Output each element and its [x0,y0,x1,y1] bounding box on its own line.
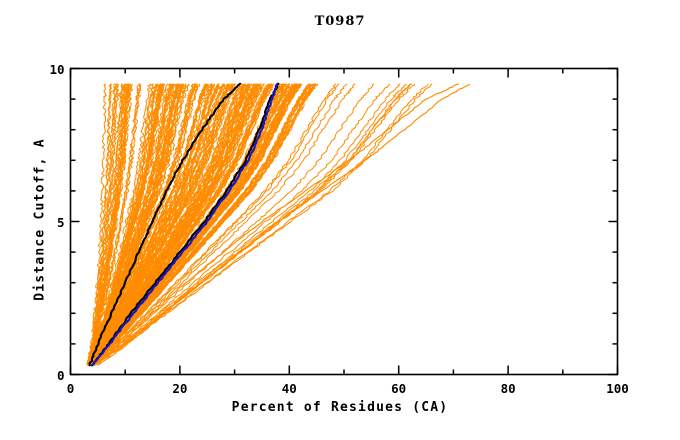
chart-title: T0987 [314,14,366,29]
data-curve-orange-outlier-1 [94,83,460,366]
data-curve-orange [87,83,155,366]
data-curve-orange-sparse [92,83,319,366]
data-curve-orange [90,83,258,366]
data-curve-blue-highlight [90,82,279,367]
x-tick-label: 100 [606,380,629,396]
x-tick-label: 80 [500,380,516,396]
data-curve-orange [86,83,133,366]
data-curve-orange-sparse [93,83,433,366]
data-curve-orange [86,83,119,366]
data-curve-orange [88,83,157,366]
data-curve-orange-sparse [94,83,412,366]
x-tick-label: 0 [66,380,75,396]
x-tick-label: 60 [391,380,407,396]
x-tick-label: 20 [172,380,188,396]
data-curve-orange [90,83,232,366]
data-curve-orange [88,83,162,366]
data-curve-orange [90,83,206,366]
data-curve-orange-outlier-2 [97,83,471,366]
y-tick-label: 0 [56,367,65,383]
data-curve-black-reference-left [88,82,242,367]
y-tick-label: 5 [56,214,65,230]
data-curve-orange-sparse [91,83,340,366]
data-curve-orange [91,83,293,366]
data-curve-orange-sparse [91,83,356,366]
x-tick-label: 40 [281,380,297,396]
data-curve-orange-sparse [92,83,390,366]
curves-layer [86,82,471,367]
data-curve-orange [92,83,302,366]
data-curve-orange [89,83,249,366]
data-curve-orange-sparse [92,83,348,366]
data-curve-orange [88,83,195,366]
data-curve-orange [88,83,172,366]
y-tick-label: 10 [49,61,65,77]
axis-frame [69,67,619,376]
data-curve-orange [86,83,113,366]
data-curve-orange [91,83,311,366]
data-curve-orange [86,83,107,366]
x-axis-label: Percent of Residues (CA) [231,400,449,415]
data-curve-orange [90,83,215,366]
data-curve-orange [88,83,152,366]
